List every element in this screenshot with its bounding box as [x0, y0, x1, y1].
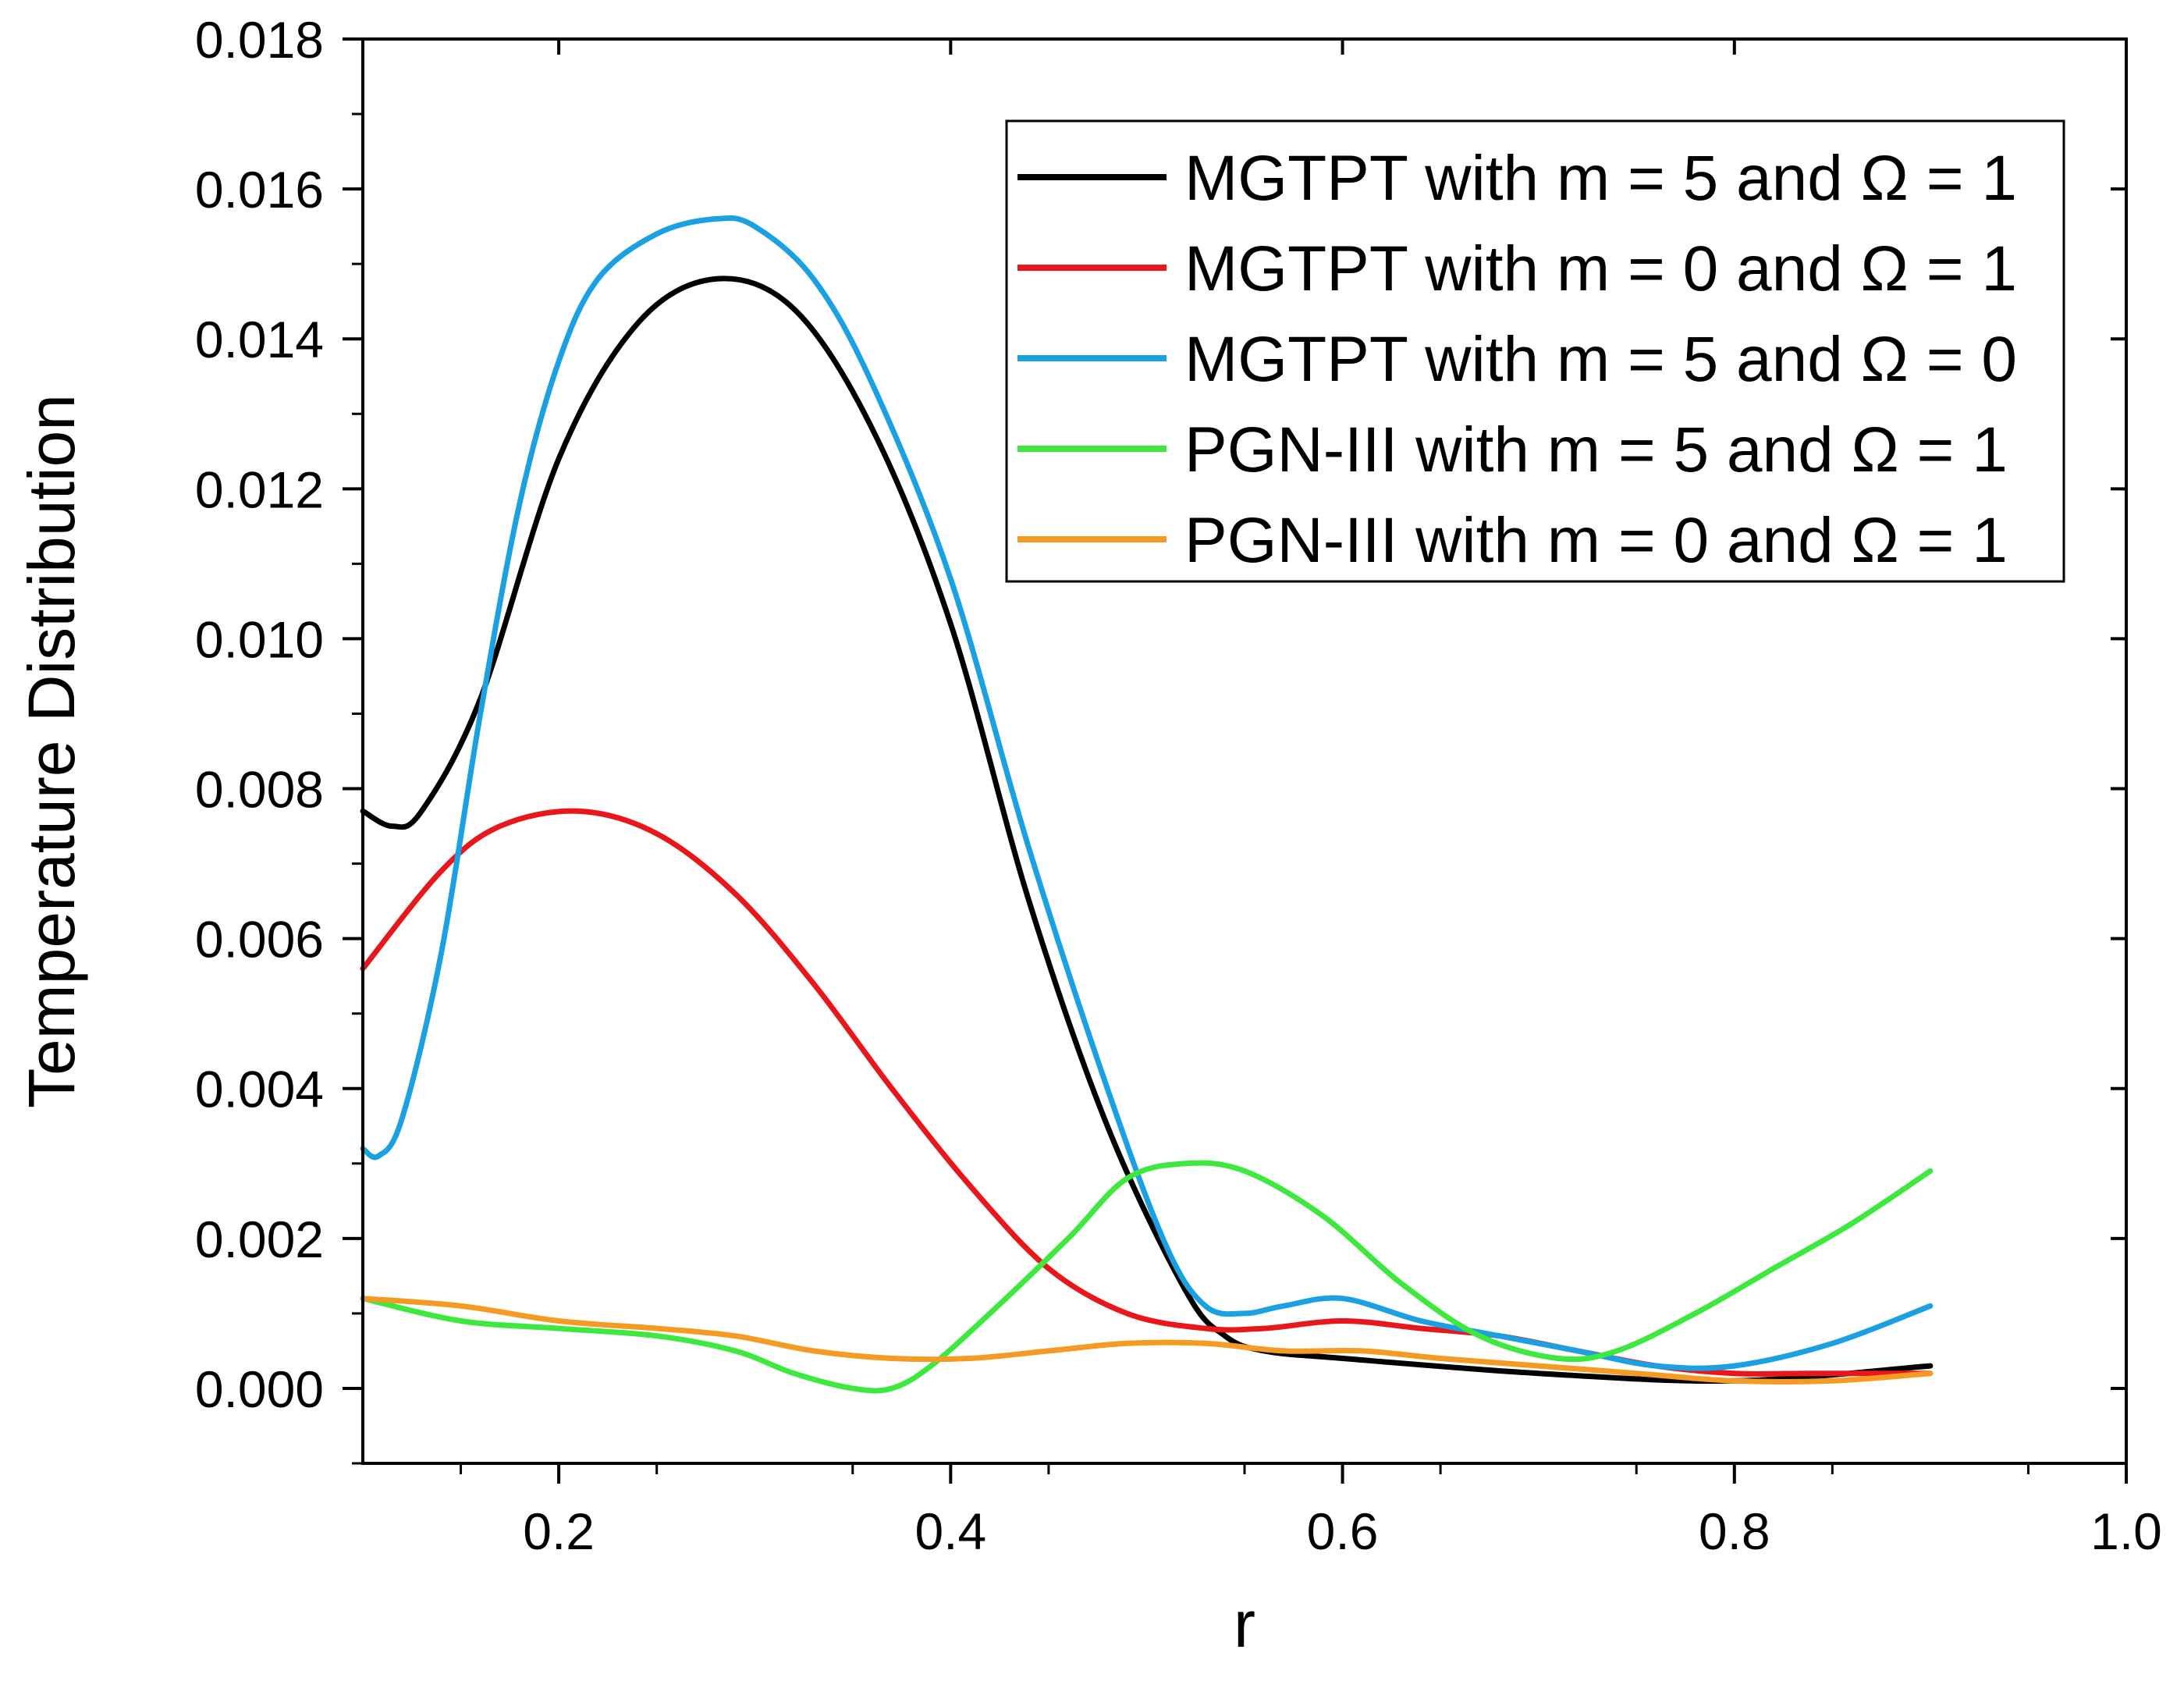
series-layer — [360, 215, 1934, 1394]
series-line-1 — [360, 276, 1934, 1385]
y-axis-title: Temperature Distribution — [15, 394, 88, 1108]
axes-layer: 0.2 0.4 0.6 0.8 1.0 0.000 0.002 0.004 0.006 0.008… — [195, 11, 2162, 1560]
y-tick-label: 0.004 — [195, 1061, 324, 1118]
x-tick-label: 0.4 — [914, 1502, 986, 1560]
legend-box — [1005, 119, 2065, 583]
y-tick-label: 0.016 — [195, 161, 324, 219]
y-tick-label: 0.008 — [195, 761, 324, 819]
y-tick-label: 0.010 — [195, 610, 324, 668]
legend-label: PGN-III with m = 0 and Ω = 1 — [1184, 505, 2008, 576]
y-tick-label: 0.018 — [195, 11, 324, 69]
series-line-5 — [360, 1296, 1934, 1385]
x-tick-label: 0.2 — [523, 1502, 595, 1560]
series-line-2 — [360, 808, 1934, 1377]
y-tick-label: 0.012 — [195, 460, 324, 518]
legend-label: MGTPT with m = 5 and Ω = 0 — [1184, 324, 2017, 395]
series-line-4 — [360, 1160, 1934, 1394]
y-tick-label: 0.002 — [195, 1210, 324, 1268]
x-axis-title: r — [1234, 1587, 1255, 1661]
x-tick-label: 1.0 — [2090, 1502, 2162, 1560]
legend-label: MGTPT with m = 0 and Ω = 1 — [1184, 233, 2017, 304]
x-tick-label: 0.6 — [1307, 1502, 1379, 1560]
x-tick-label: 0.8 — [1699, 1502, 1770, 1560]
series-line-3 — [360, 215, 1934, 1371]
legend-label: MGTPT with m = 5 and Ω = 1 — [1184, 143, 2017, 214]
y-tick-label: 0.006 — [195, 911, 324, 969]
legend: MGTPT with m = 5 and Ω = 1 MGTPT with m =… — [1005, 119, 2065, 583]
legend-label: PGN-III with m = 5 and Ω = 1 — [1184, 414, 2008, 485]
y-tick-label: 0.014 — [195, 311, 324, 368]
y-tick-label: 0.000 — [195, 1360, 324, 1418]
